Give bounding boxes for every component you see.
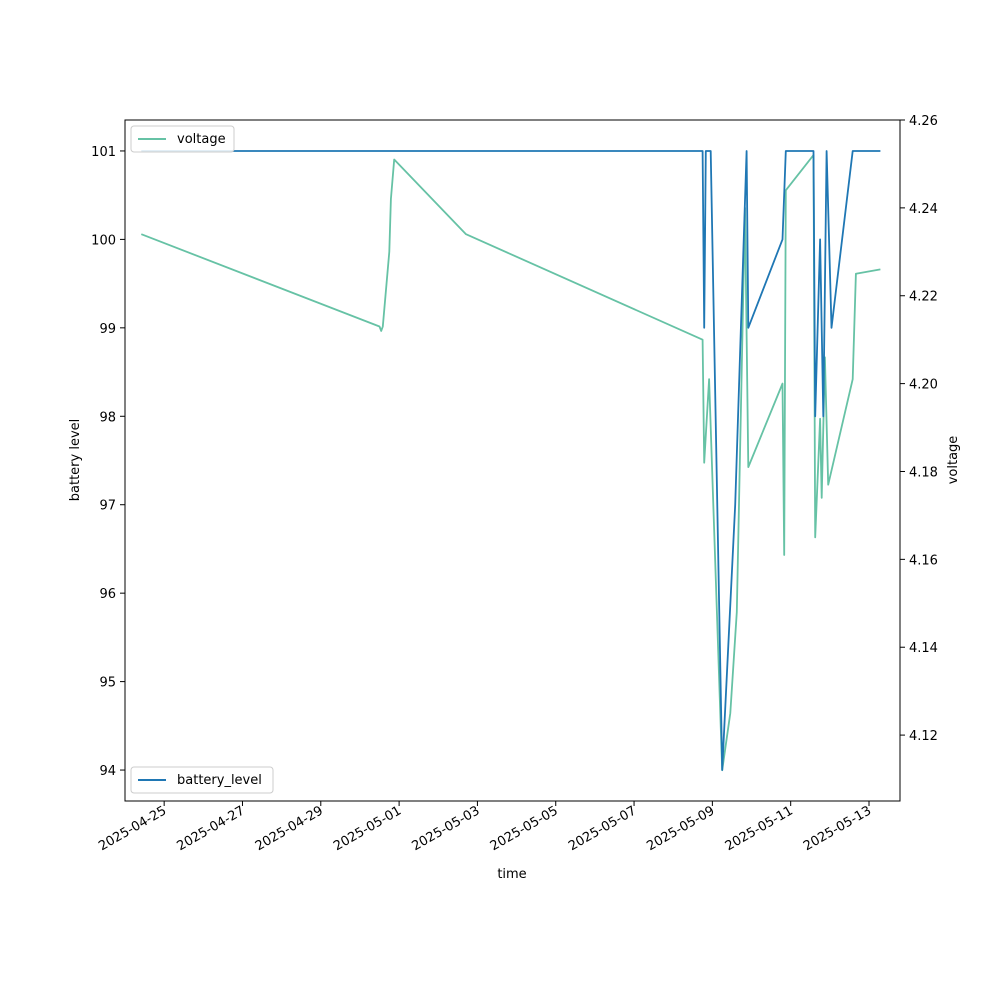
x-axis: 2025-04-25 2025-04-27 2025-04-29 2025-05-01… [96, 801, 874, 854]
x-tick-label: 2025-05-01 [331, 803, 404, 854]
x-tick-label: 2025-05-13 [801, 803, 874, 854]
left-y-tick-label: 100 [91, 233, 116, 248]
left-y-tick-label: 101 [91, 145, 116, 160]
right-y-tick-label: 4.24 [909, 202, 938, 217]
left-y-axis: 94 95 96 97 98 99 100 101 [91, 145, 125, 779]
right-y-tick-label: 4.20 [909, 378, 938, 393]
legend-voltage: voltage [130, 125, 235, 153]
right-y-tick-label: 4.16 [909, 553, 938, 568]
right-y-axis: 4.12 4.14 4.16 4.18 4.20 4.22 4.24 4.26 [900, 114, 938, 744]
series-voltage-line [140, 154, 881, 772]
x-tick-label: 2025-05-09 [644, 803, 717, 854]
series-battery-level-line [141, 150, 881, 771]
right-y-tick-label: 4.18 [909, 465, 938, 480]
x-tick-label: 2025-05-07 [566, 803, 639, 854]
legend-battery-level: battery_level [130, 766, 274, 794]
x-tick-label: 2025-05-05 [488, 803, 561, 854]
left-y-tick-label: 98 [99, 410, 116, 425]
right-y-tick-label: 4.14 [909, 641, 938, 656]
left-y-tick-label: 96 [99, 587, 116, 602]
series-layer [140, 150, 881, 772]
legend-voltage-label: voltage [177, 132, 226, 147]
x-tick-label: 2025-05-03 [409, 803, 482, 854]
left-y-tick-label: 99 [99, 322, 116, 337]
left-y-tick-label: 97 [99, 499, 116, 514]
left-y-tick-label: 94 [99, 764, 116, 779]
plot-frame [124, 119, 901, 802]
legend-battery-level-label: battery_level [177, 773, 262, 788]
left-y-tick-label: 95 [99, 676, 116, 691]
x-tick-label: 2025-05-11 [723, 803, 796, 854]
x-tick-label: 2025-04-27 [175, 803, 248, 854]
x-axis-title: time [497, 867, 526, 882]
right-y-tick-label: 4.22 [909, 290, 938, 305]
legend-voltage-box [130, 125, 235, 153]
right-y-tick-label: 4.12 [909, 729, 938, 744]
left-axis-title: battery level [68, 419, 83, 502]
right-y-tick-label: 4.26 [909, 114, 938, 129]
x-tick-label: 2025-04-29 [253, 803, 326, 854]
legend-battery-level-box [130, 766, 274, 794]
right-axis-title: voltage [946, 436, 961, 485]
x-tick-label: 2025-04-25 [96, 803, 169, 854]
